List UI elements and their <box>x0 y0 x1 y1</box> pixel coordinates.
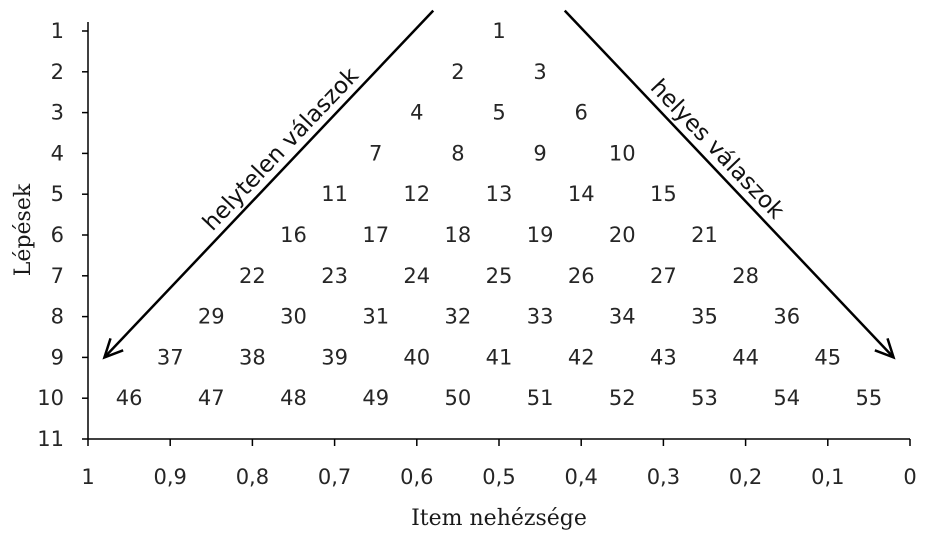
item-label: 1 <box>492 19 505 43</box>
item-label: 40 <box>403 345 430 369</box>
y-tick-label: 1 <box>51 19 64 43</box>
item-label: 8 <box>451 141 464 165</box>
item-label: 7 <box>369 141 382 165</box>
item-label: 27 <box>650 264 677 288</box>
x-tick-label: 0,4 <box>564 465 597 489</box>
arrow-head <box>102 337 124 360</box>
item-label: 2 <box>451 60 464 84</box>
item-label: 14 <box>568 182 595 206</box>
item-label: 55 <box>856 386 883 410</box>
item-label: 15 <box>650 182 677 206</box>
item-label: 39 <box>321 345 348 369</box>
item-label: 49 <box>362 386 389 410</box>
item-label: 33 <box>527 305 554 329</box>
y-tick-label: 9 <box>51 345 64 369</box>
item-label: 25 <box>486 264 513 288</box>
y-axis: 1 2 3 4 5 6 7 8 9 10 11 Lépések <box>11 19 89 451</box>
y-tick-group: 1 2 3 4 5 6 7 8 9 10 11 <box>37 19 88 451</box>
item-label: 30 <box>280 305 307 329</box>
item-label: 34 <box>609 305 636 329</box>
x-tick-label: 0,7 <box>318 465 351 489</box>
y-tick-label: 3 <box>51 101 64 125</box>
item-label: 28 <box>732 264 759 288</box>
x-tick-label: 1 <box>81 465 94 489</box>
x-tick-label: 0,6 <box>400 465 433 489</box>
item-label: 53 <box>691 386 718 410</box>
x-tick-label: 0,5 <box>482 465 515 489</box>
y-axis-title: Lépések <box>11 183 36 276</box>
x-tick-label: 0,8 <box>236 465 269 489</box>
y-tick-label: 2 <box>51 60 64 84</box>
y-tick-label: 6 <box>51 223 64 247</box>
x-tick-label: 0,2 <box>729 465 762 489</box>
item-label: 54 <box>773 386 800 410</box>
item-label: 3 <box>533 60 546 84</box>
item-label: 43 <box>650 345 677 369</box>
item-label: 9 <box>533 141 546 165</box>
x-tick-label: 0,9 <box>153 465 186 489</box>
x-axis-title: Item nehézsége <box>411 506 587 531</box>
x-tick-label: 0,1 <box>811 465 844 489</box>
x-tick-label: 0,3 <box>647 465 680 489</box>
item-label: 41 <box>486 345 513 369</box>
item-label: 45 <box>814 345 841 369</box>
item-label: 50 <box>445 386 472 410</box>
x-axis: 1 0,9 0,8 0,7 0,6 0,5 0,4 0,3 0,2 0,1 0 Item nehéz… <box>81 438 917 531</box>
item-label: 16 <box>280 223 307 247</box>
item-label: 11 <box>321 182 348 206</box>
arrow-shaft <box>103 9 435 359</box>
item-label: 46 <box>116 386 143 410</box>
item-label: 18 <box>445 223 472 247</box>
item-label: 17 <box>362 223 389 247</box>
item-label: 37 <box>157 345 184 369</box>
item-label: 44 <box>732 345 759 369</box>
y-tick-label: 5 <box>51 182 64 206</box>
arrow-shaft <box>563 9 895 359</box>
item-label: 21 <box>691 223 718 247</box>
item-label: 19 <box>527 223 554 247</box>
item-label: 29 <box>198 305 225 329</box>
item-label: 12 <box>403 182 430 206</box>
y-tick-label: 8 <box>51 305 64 329</box>
item-label: 5 <box>492 101 505 125</box>
x-tick-label: 0 <box>903 465 916 489</box>
item-label: 52 <box>609 386 636 410</box>
item-label: 4 <box>410 101 423 125</box>
item-label: 6 <box>575 101 588 125</box>
item-label: 38 <box>239 345 266 369</box>
item-label: 24 <box>403 264 430 288</box>
item-label: 20 <box>609 223 636 247</box>
annotation-label: helytelen válaszok <box>198 62 365 236</box>
y-tick-label: 7 <box>51 264 64 288</box>
item-label: 13 <box>486 182 513 206</box>
x-tick-group: 1 0,9 0,8 0,7 0,6 0,5 0,4 0,3 0,2 0,1 0 <box>81 439 917 489</box>
item-label: 51 <box>527 386 554 410</box>
item-label: 35 <box>691 305 718 329</box>
item-label: 31 <box>362 305 389 329</box>
y-tick-label: 11 <box>37 427 64 451</box>
arrow-head <box>874 337 896 360</box>
item-label: 48 <box>280 386 307 410</box>
item-label: 47 <box>198 386 225 410</box>
item-label: 36 <box>773 305 800 329</box>
y-tick-label: 4 <box>51 141 64 165</box>
item-label: 42 <box>568 345 595 369</box>
item-label: 10 <box>609 141 636 165</box>
item-label: 32 <box>445 305 472 329</box>
item-label: 23 <box>321 264 348 288</box>
item-label: 26 <box>568 264 595 288</box>
y-tick-label: 10 <box>37 386 64 410</box>
item-label: 22 <box>239 264 266 288</box>
